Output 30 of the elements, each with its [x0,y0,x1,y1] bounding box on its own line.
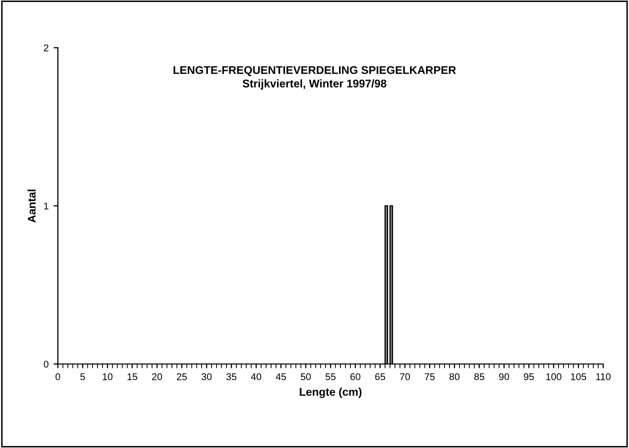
y-tick-label: 0 [44,360,48,368]
x-tick-label: 5 [80,373,85,380]
x-tick-label: 110 [596,373,611,380]
x-tick-label: 50 [300,373,311,380]
x-tick-label: 105 [571,373,586,380]
x-tick-label: 95 [524,373,534,380]
x-tick-label: 20 [152,373,162,380]
x-tick-label: 25 [176,373,187,380]
x-tick-label: 100 [546,373,562,380]
x-tick-label: 80 [449,373,460,380]
x-tick-label: 90 [499,373,510,380]
x-tick-label: 85 [474,373,484,380]
x-tick-label: 70 [400,373,410,380]
text: Strijkviertel, Winter 1997/98 [242,79,386,90]
x-tick-label: 10 [102,373,112,380]
x-tick-label: 75 [424,373,435,380]
y-tick-label: 2 [44,44,48,52]
x-tick-label: 30 [202,373,212,380]
x-tick-label: 45 [276,373,286,380]
x-tick-label: 65 [375,373,386,380]
x-tick-label: 35 [226,373,236,380]
y-tick-label: 1 [44,202,48,210]
x-tick-label: 0 [56,373,60,380]
text: LENGTE-FREQUENTIEVERDELING SPIEGELKARPER [174,66,456,76]
x-tick-label: 55 [326,373,336,380]
x-axis-title: Lengte (cm) [300,388,362,398]
x-tick-label: 60 [350,373,360,380]
x-tick-label: 40 [250,373,262,380]
x-tick-label: 15 [128,373,138,380]
y-axis-title: Aantal [28,190,36,223]
